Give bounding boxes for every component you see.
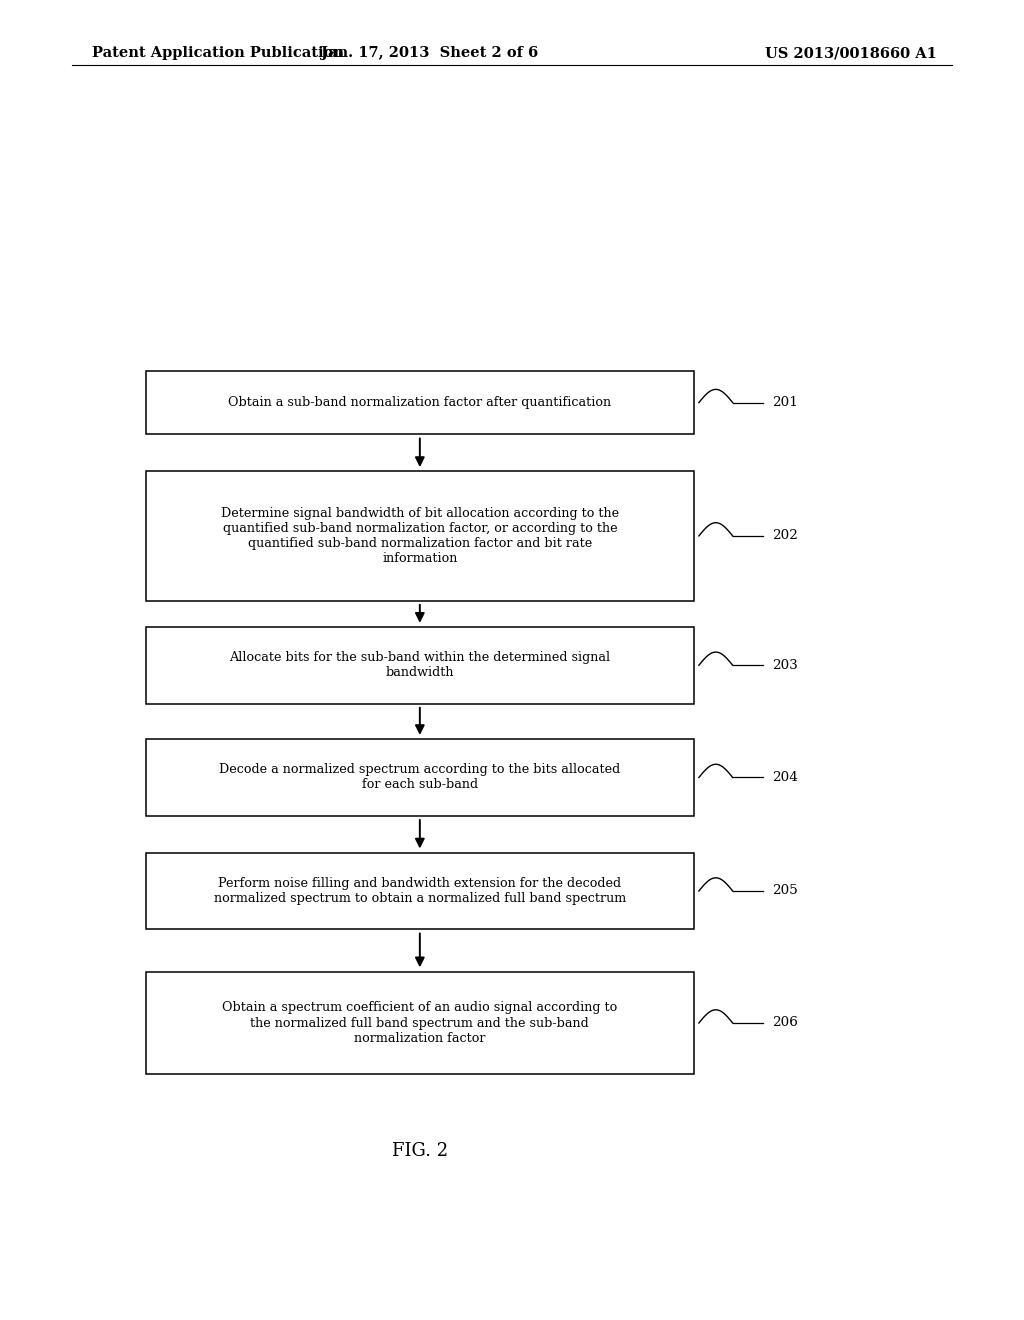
Text: Perform noise filling and bandwidth extension for the decoded
normalized spectru: Perform noise filling and bandwidth exte… xyxy=(214,876,626,906)
Text: Determine signal bandwidth of bit allocation according to the
quantified sub-ban: Determine signal bandwidth of bit alloca… xyxy=(221,507,618,565)
Text: 205: 205 xyxy=(772,884,798,898)
Text: 203: 203 xyxy=(772,659,798,672)
Text: 202: 202 xyxy=(772,529,798,543)
FancyBboxPatch shape xyxy=(145,972,694,1074)
FancyBboxPatch shape xyxy=(145,471,694,601)
Text: Obtain a spectrum coefficient of an audio signal according to
the normalized ful: Obtain a spectrum coefficient of an audi… xyxy=(222,1002,617,1044)
FancyBboxPatch shape xyxy=(145,371,694,434)
Text: Allocate bits for the sub-band within the determined signal
bandwidth: Allocate bits for the sub-band within th… xyxy=(229,651,610,680)
Text: 206: 206 xyxy=(772,1016,798,1030)
Text: Patent Application Publication: Patent Application Publication xyxy=(92,46,344,61)
FancyBboxPatch shape xyxy=(145,853,694,929)
FancyBboxPatch shape xyxy=(145,627,694,704)
FancyBboxPatch shape xyxy=(145,739,694,816)
Text: 204: 204 xyxy=(772,771,798,784)
Text: 201: 201 xyxy=(772,396,798,409)
Text: Decode a normalized spectrum according to the bits allocated
for each sub-band: Decode a normalized spectrum according t… xyxy=(219,763,621,792)
Text: Obtain a sub-band normalization factor after quantification: Obtain a sub-band normalization factor a… xyxy=(228,396,611,409)
Text: FIG. 2: FIG. 2 xyxy=(392,1142,447,1160)
Text: US 2013/0018660 A1: US 2013/0018660 A1 xyxy=(765,46,937,61)
Text: Jan. 17, 2013  Sheet 2 of 6: Jan. 17, 2013 Sheet 2 of 6 xyxy=(322,46,539,61)
